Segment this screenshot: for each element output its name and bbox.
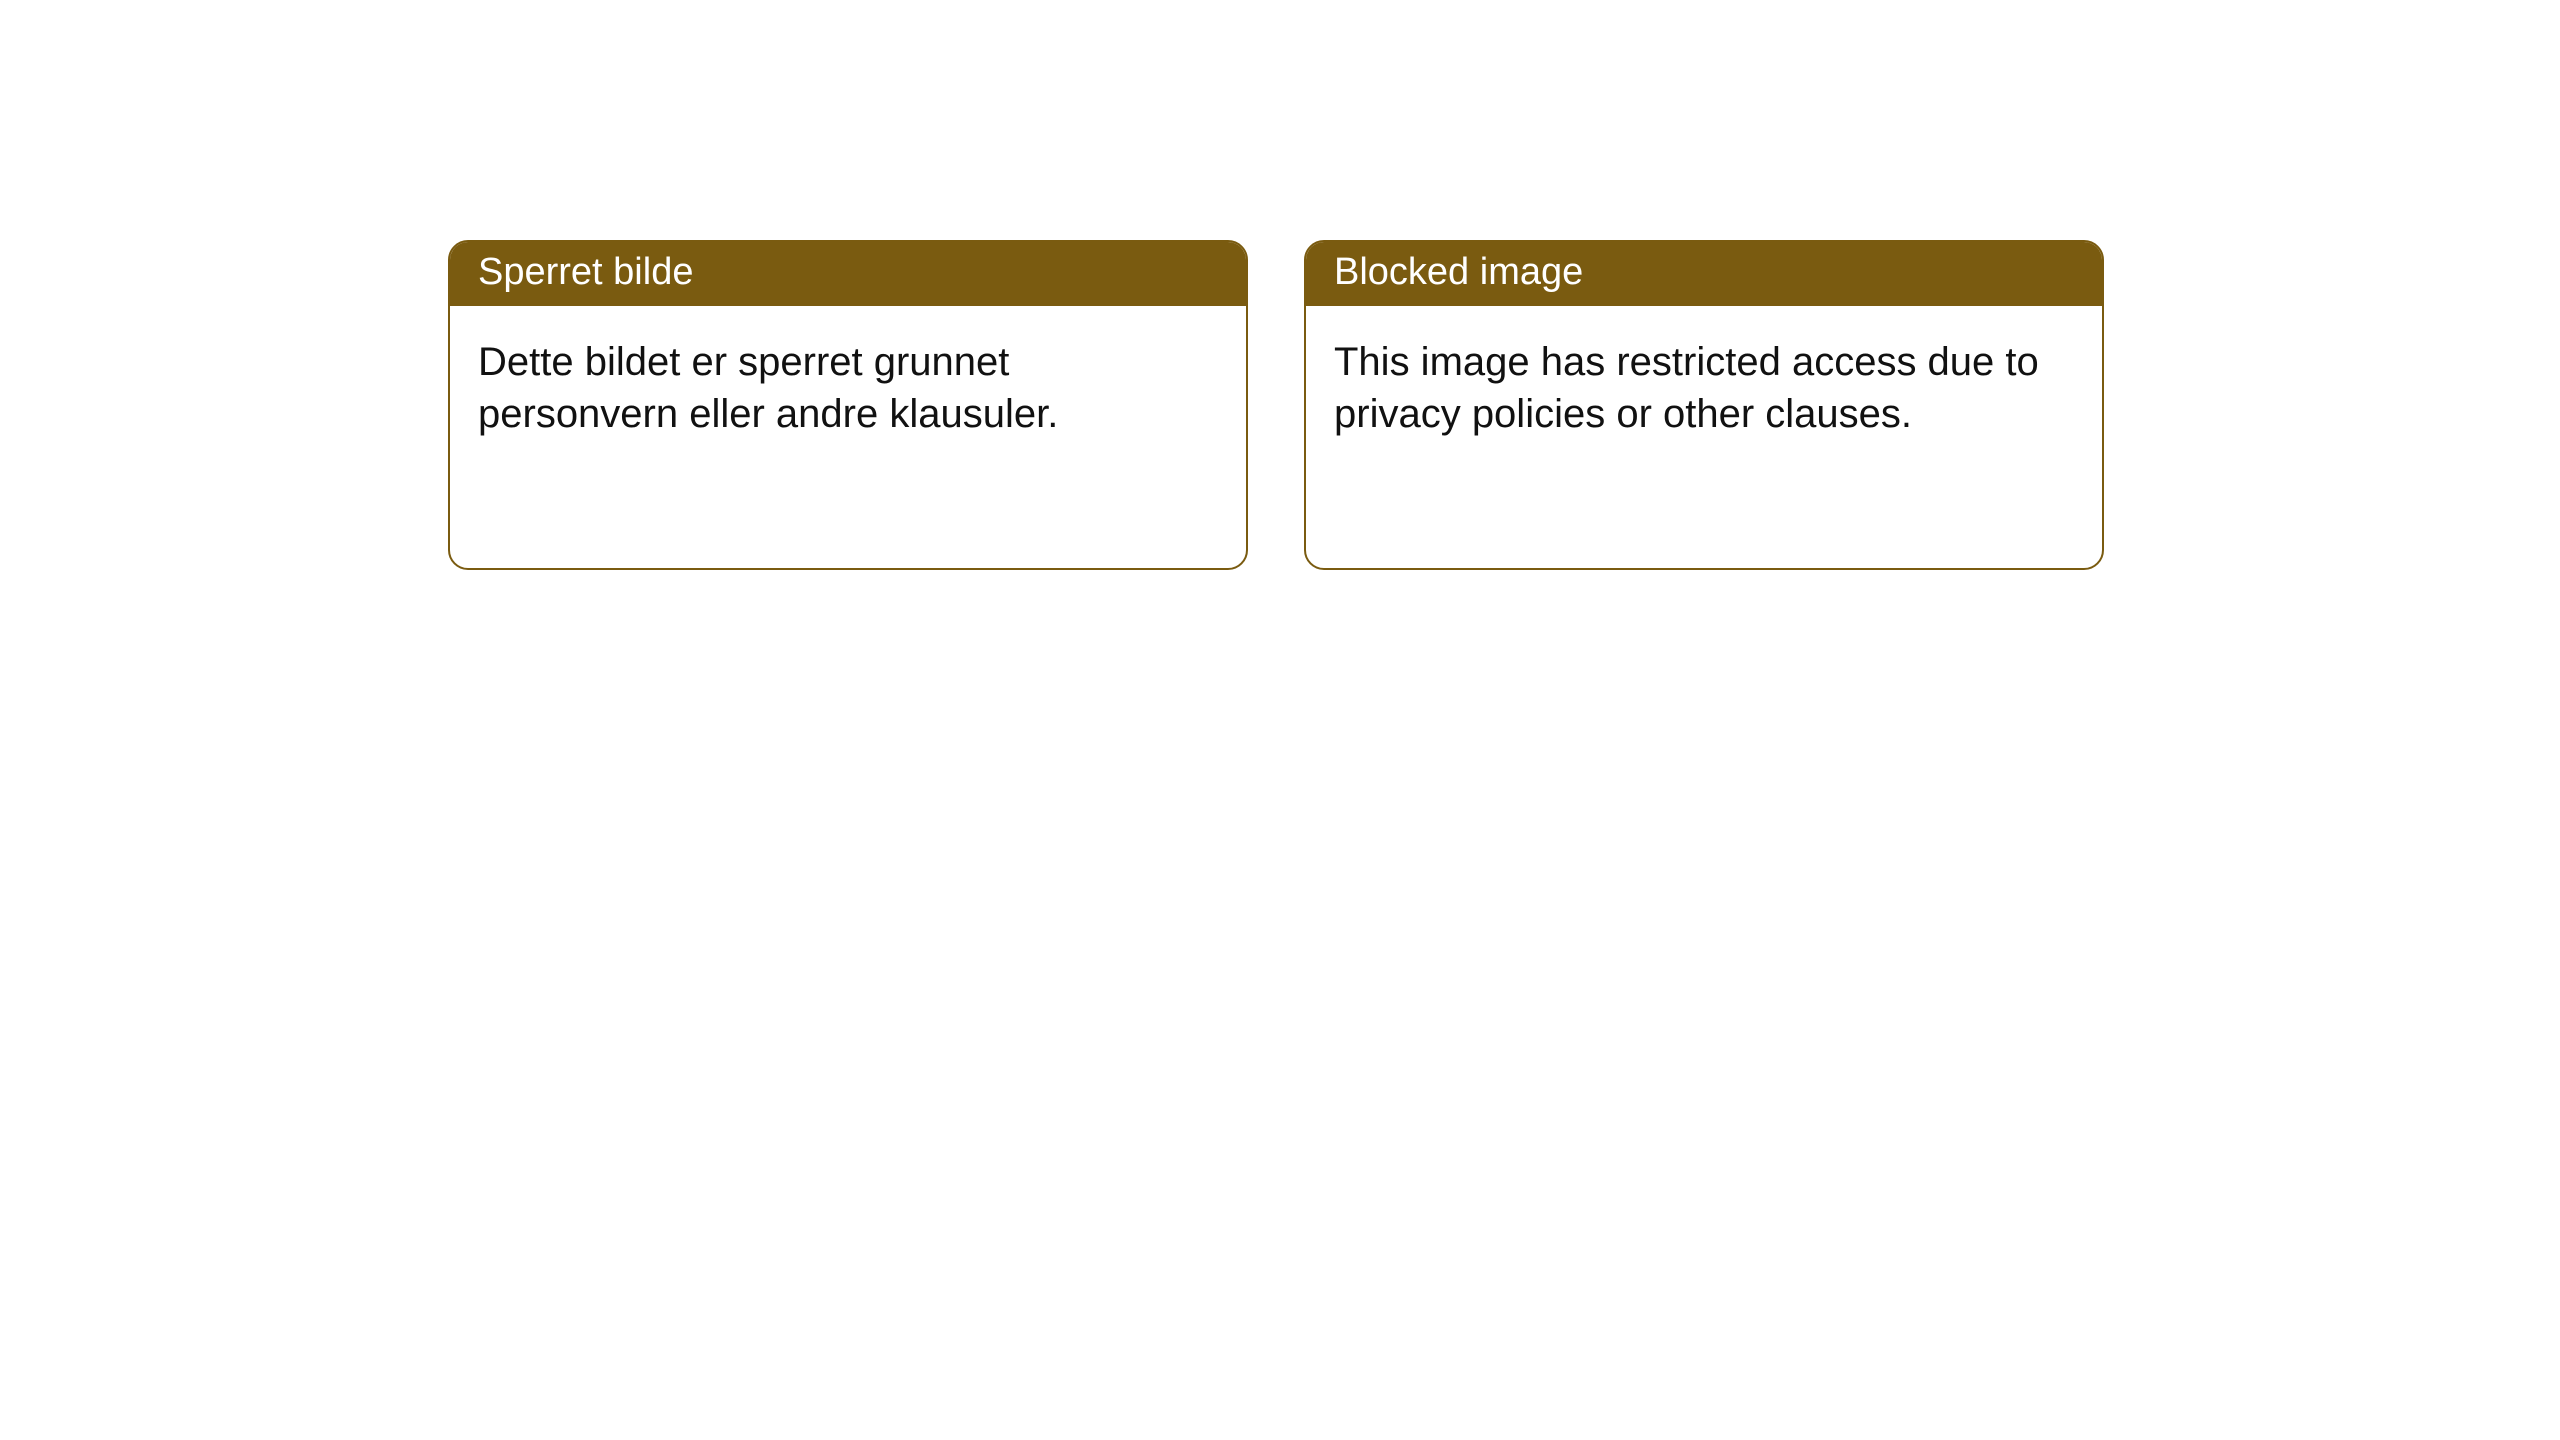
notice-card-body: Dette bildet er sperret grunnet personve… (450, 306, 1246, 470)
notice-card-title: Sperret bilde (450, 242, 1246, 306)
notice-card-no: Sperret bilde Dette bildet er sperret gr… (448, 240, 1248, 570)
notice-card-title: Blocked image (1306, 242, 2102, 306)
notice-card-en: Blocked image This image has restricted … (1304, 240, 2104, 570)
notice-card-body: This image has restricted access due to … (1306, 306, 2102, 470)
notice-cards-row: Sperret bilde Dette bildet er sperret gr… (0, 0, 2560, 570)
